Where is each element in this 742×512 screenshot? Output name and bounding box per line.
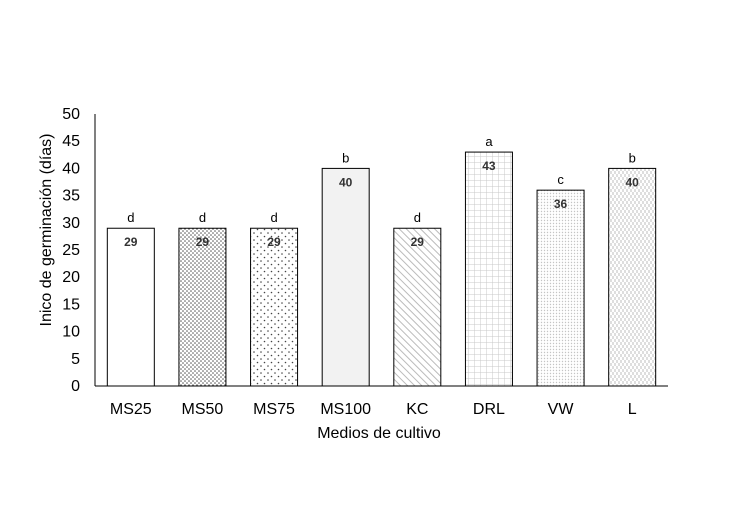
significance-letter: b: [342, 150, 349, 165]
significance-letter: d: [199, 210, 206, 225]
bar-drl: [464, 151, 513, 387]
y-tick-label: 15: [62, 296, 80, 313]
significance-letter: d: [270, 210, 277, 225]
data-label: 29: [196, 235, 210, 249]
y-tick-label: 10: [62, 324, 80, 341]
significance-letter: d: [414, 210, 421, 225]
y-tick-label: 40: [62, 160, 80, 177]
significance-letter: b: [629, 150, 636, 165]
data-label: 40: [626, 175, 640, 189]
x-tick-label: MS75: [253, 401, 295, 418]
x-tick-label: KC: [406, 401, 428, 418]
bar-ms50: [178, 227, 227, 387]
bar-l: [608, 167, 657, 387]
data-label: 43: [482, 159, 496, 173]
x-tick-label: MS25: [110, 401, 152, 418]
x-tick-label: MS100: [320, 401, 371, 418]
y-tick-label: 20: [62, 269, 80, 286]
x-tick-label: L: [628, 401, 637, 418]
x-axis-title: Medios de cultivo: [317, 425, 441, 442]
y-tick-label: 35: [62, 188, 80, 205]
data-label: 29: [411, 235, 425, 249]
bar-ms100: [321, 167, 370, 387]
bar-ms25: [106, 227, 155, 387]
x-axis-ticks: MS25 MS50 MS75 MS100 KC DRL VW L: [110, 401, 637, 418]
y-axis-title: Inico de germinación (días): [38, 134, 55, 327]
x-tick-label: MS50: [182, 401, 224, 418]
significance-letter: a: [485, 134, 493, 149]
y-tick-label: 45: [62, 133, 80, 150]
x-tick-label: DRL: [473, 401, 505, 418]
data-label: 40: [339, 175, 353, 189]
y-tick-label: 30: [62, 215, 80, 232]
bars: 29 d 29 d 29 d 40 b 29 d 43 a 36 c 40 b: [106, 134, 657, 387]
bar-ms75: [250, 227, 299, 387]
significance-letter: c: [557, 172, 564, 187]
significance-letter: d: [127, 210, 134, 225]
x-tick-label: VW: [548, 401, 575, 418]
y-tick-label: 5: [71, 351, 80, 368]
y-tick-label: 0: [71, 378, 80, 395]
data-label: 29: [267, 235, 281, 249]
data-label: 36: [554, 197, 568, 211]
y-tick-label: 25: [62, 242, 80, 259]
bar-kc: [393, 227, 442, 387]
bar-vw: [536, 189, 585, 387]
y-tick-label: 50: [62, 106, 80, 123]
y-axis-ticks: 0 5 10 15 20 25 30 35 40 45 50: [62, 106, 80, 395]
data-label: 29: [124, 235, 138, 249]
